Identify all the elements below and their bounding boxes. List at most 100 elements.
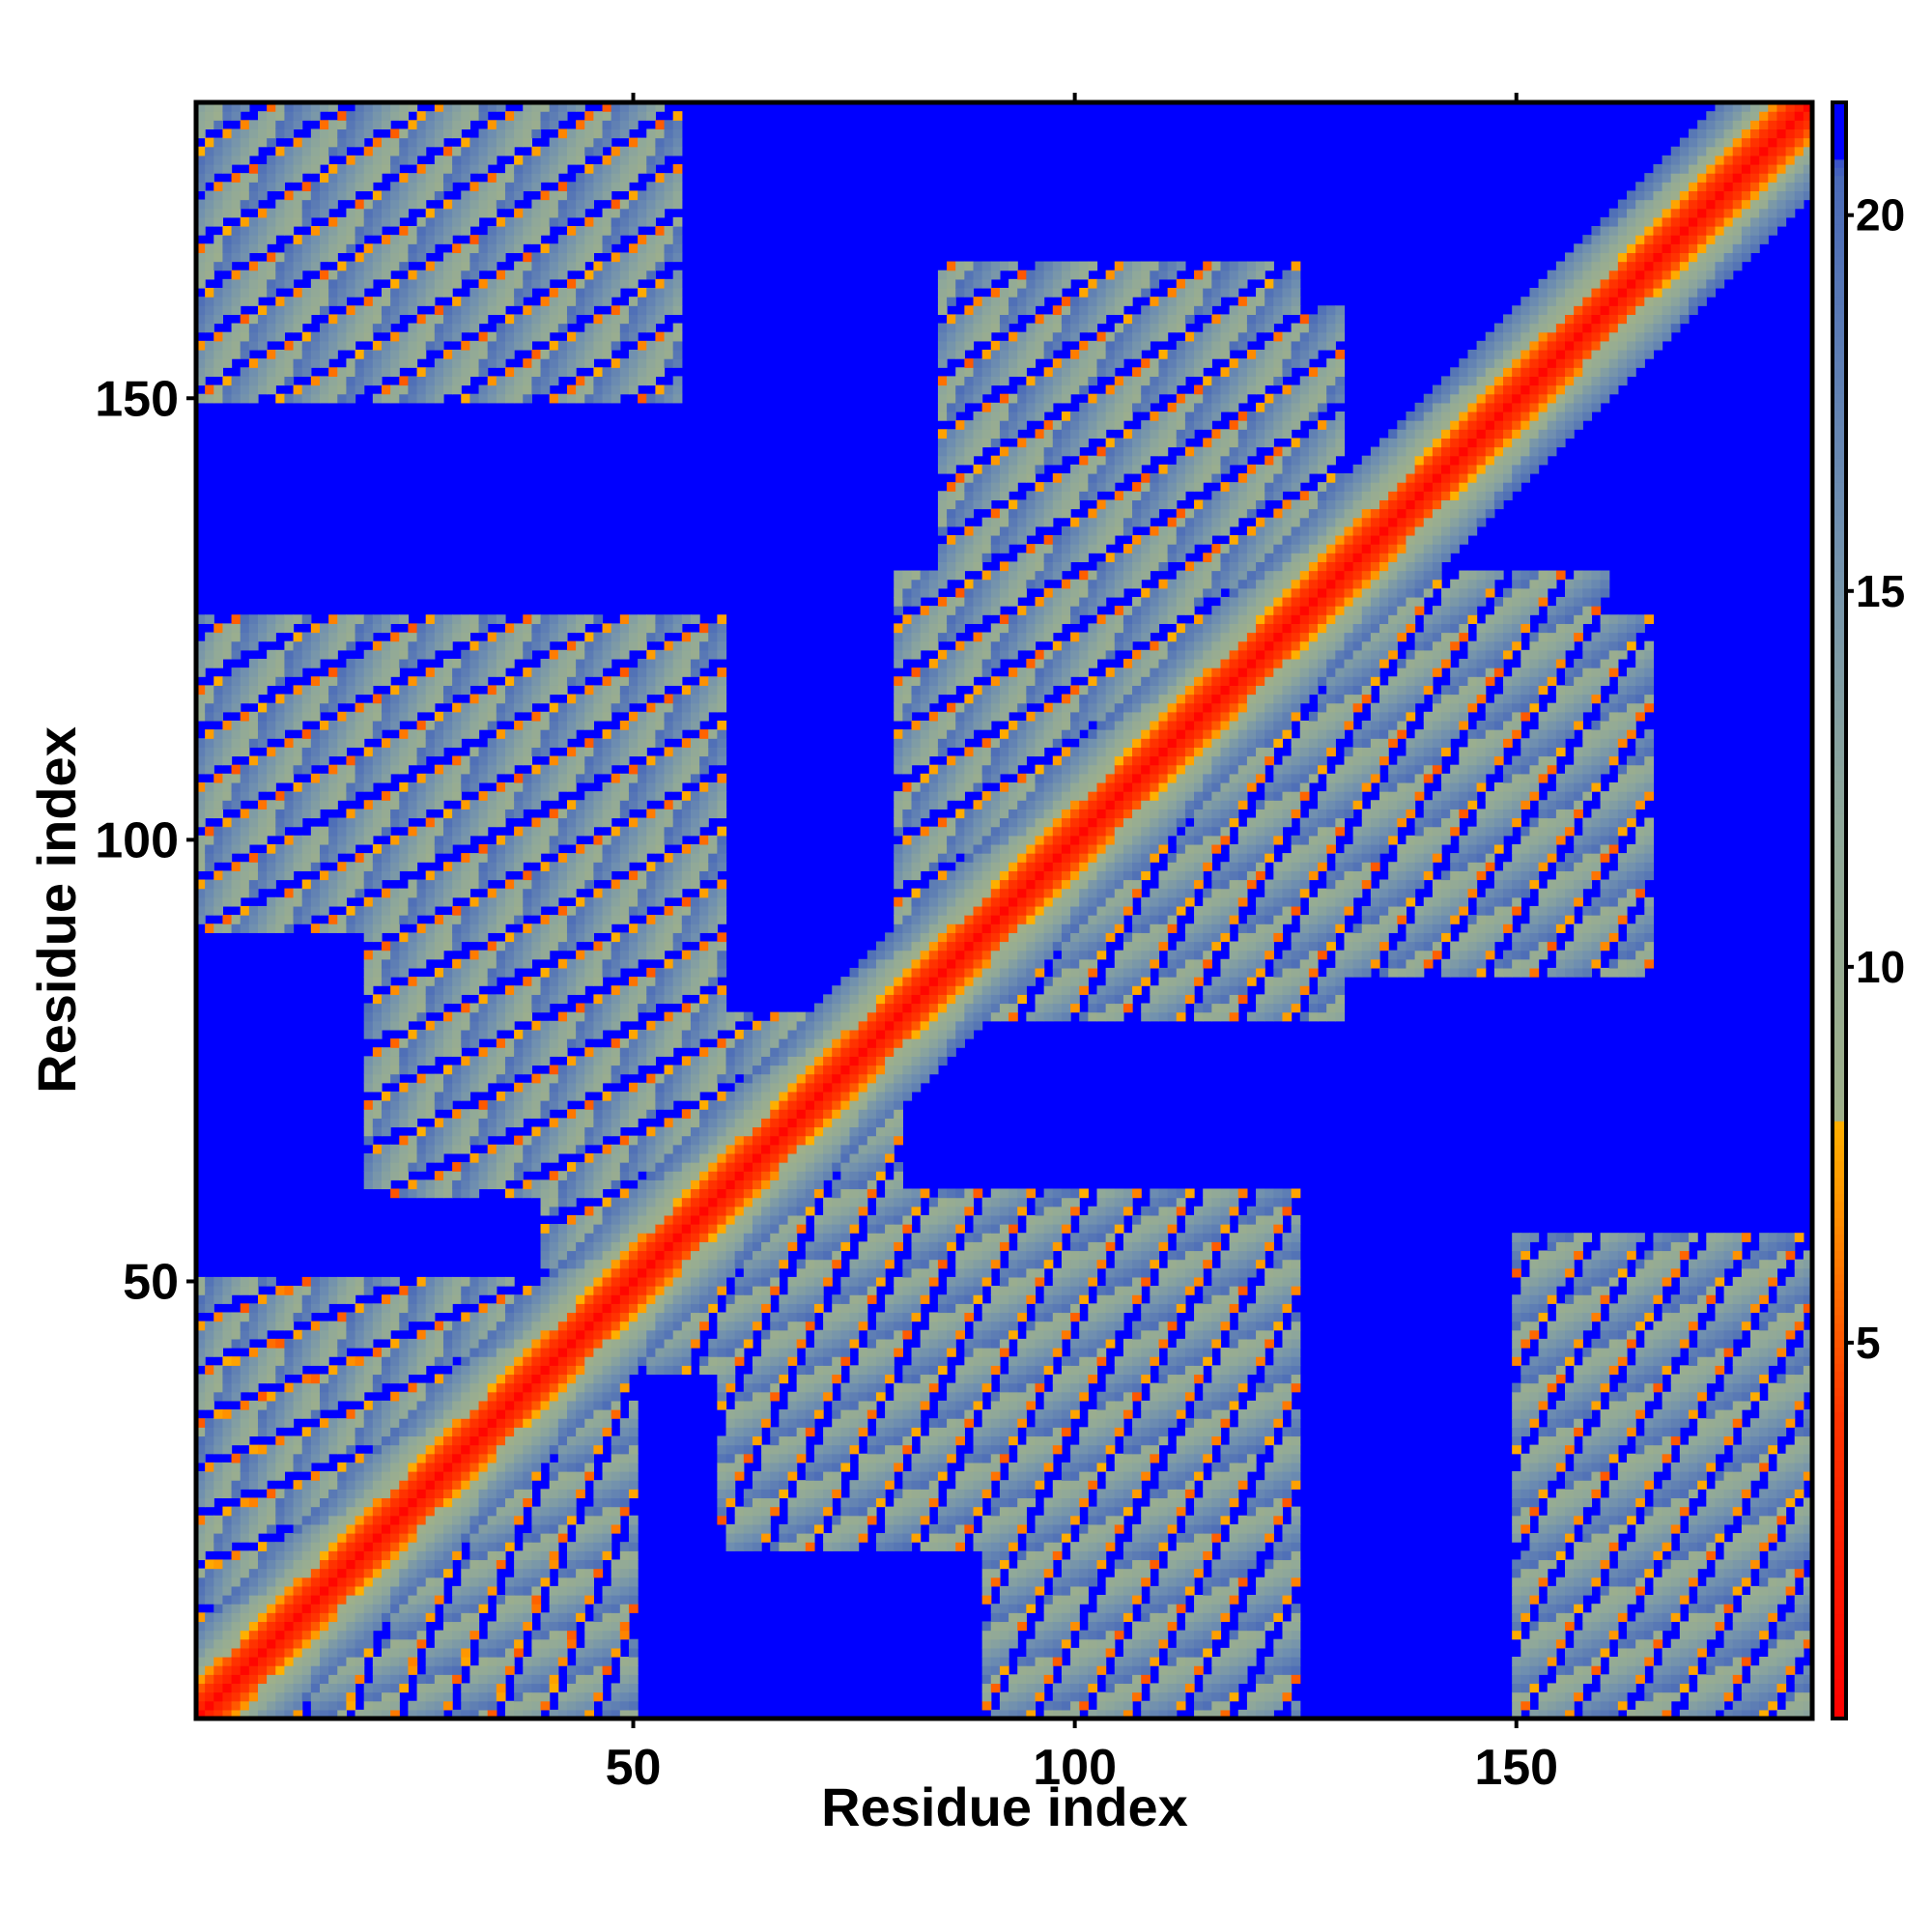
heatmap-cell bbox=[248, 1647, 259, 1658]
heatmap-cell bbox=[540, 199, 551, 210]
heatmap-cell bbox=[319, 1700, 329, 1711]
heatmap-cell bbox=[346, 1604, 356, 1613]
heatmap-cell bbox=[416, 163, 427, 174]
heatmap-cell bbox=[496, 349, 506, 359]
heatmap-cell bbox=[363, 1595, 374, 1605]
heatmap-cell bbox=[257, 261, 268, 271]
heatmap-cell bbox=[576, 773, 585, 783]
heatmap-cell bbox=[319, 1612, 329, 1623]
heatmap-cell bbox=[478, 1118, 489, 1128]
heatmap-cell bbox=[222, 1462, 233, 1472]
heatmap-cell bbox=[267, 216, 276, 227]
heatmap-cell bbox=[531, 632, 542, 642]
heatmap-cell bbox=[328, 137, 338, 148]
heatmap-cell bbox=[240, 1709, 250, 1719]
heatmap-cell bbox=[310, 137, 321, 148]
heatmap-cell bbox=[231, 1409, 242, 1419]
heatmap-cell bbox=[196, 853, 206, 863]
heatmap-cell bbox=[523, 1329, 532, 1340]
heatmap-cell bbox=[452, 1647, 462, 1658]
heatmap-cell bbox=[319, 137, 329, 148]
heatmap-cell bbox=[549, 1497, 559, 1508]
heatmap-cell bbox=[222, 252, 233, 263]
heatmap-cell bbox=[514, 1427, 524, 1437]
heatmap-cell bbox=[442, 1374, 453, 1384]
heatmap-cell bbox=[267, 1604, 276, 1613]
heatmap-cell bbox=[469, 1312, 480, 1322]
heatmap-cell bbox=[425, 340, 436, 351]
heatmap-cell bbox=[416, 1585, 427, 1596]
heatmap-cell bbox=[390, 1365, 400, 1376]
heatmap-cell bbox=[557, 367, 568, 377]
heatmap-cell bbox=[284, 1612, 295, 1623]
heatmap-cell bbox=[328, 1382, 338, 1393]
heatmap-cell bbox=[222, 1418, 233, 1428]
heatmap-cell bbox=[496, 1515, 506, 1525]
heatmap-cell bbox=[337, 1286, 348, 1295]
heatmap-cell bbox=[240, 1638, 250, 1649]
heatmap-cell bbox=[399, 1542, 410, 1551]
heatmap-cell bbox=[346, 120, 356, 130]
heatmap-cell bbox=[576, 1171, 585, 1180]
heatmap-cell bbox=[196, 111, 206, 121]
heatmap-cell bbox=[372, 862, 383, 871]
heatmap-cell bbox=[496, 958, 506, 969]
heatmap-cell bbox=[478, 1515, 489, 1525]
heatmap-cell bbox=[205, 640, 214, 651]
heatmap-cell bbox=[434, 1533, 444, 1543]
heatmap-cell bbox=[390, 941, 400, 952]
heatmap-cell bbox=[213, 773, 224, 783]
heatmap-cell bbox=[523, 1179, 532, 1190]
heatmap-cell bbox=[425, 632, 436, 642]
heatmap-cell bbox=[557, 1515, 568, 1525]
heatmap-cell bbox=[452, 1621, 462, 1632]
heatmap-cell bbox=[267, 384, 276, 395]
heatmap-cell bbox=[452, 111, 462, 121]
heatmap-cell bbox=[416, 676, 427, 686]
heatmap-cell bbox=[425, 614, 436, 624]
heatmap-cell bbox=[496, 1665, 506, 1675]
heatmap-cell bbox=[284, 862, 295, 871]
heatmap-cell bbox=[346, 888, 356, 898]
heatmap-cell bbox=[372, 870, 383, 881]
heatmap-cell bbox=[337, 817, 348, 828]
heatmap-cell bbox=[390, 1435, 400, 1446]
heatmap-cell bbox=[442, 349, 453, 359]
heatmap-cell bbox=[390, 1462, 400, 1472]
heatmap-cell bbox=[355, 1515, 365, 1525]
heatmap-cell bbox=[523, 729, 532, 739]
heatmap-cell bbox=[257, 1657, 268, 1666]
heatmap-cell bbox=[346, 155, 356, 165]
heatmap-cell bbox=[231, 208, 242, 218]
heatmap-cell bbox=[310, 1709, 321, 1719]
heatmap-cell bbox=[549, 711, 559, 722]
heatmap-cell bbox=[240, 384, 250, 395]
heatmap-cell bbox=[284, 1348, 295, 1357]
heatmap-cell bbox=[310, 1674, 321, 1685]
heatmap-cell bbox=[549, 1276, 559, 1287]
heatmap-cell bbox=[310, 199, 321, 210]
heatmap-cell bbox=[337, 1312, 348, 1322]
heatmap-cell bbox=[205, 1489, 214, 1499]
heatmap-cell bbox=[284, 1391, 295, 1402]
heatmap-cell bbox=[557, 888, 568, 898]
heatmap-cell bbox=[549, 1188, 559, 1199]
heatmap-cell bbox=[267, 1312, 276, 1322]
heatmap-cell bbox=[452, 702, 462, 713]
heatmap-cell bbox=[284, 155, 295, 165]
heatmap-cell bbox=[293, 190, 303, 201]
heatmap-cell bbox=[293, 137, 303, 148]
heatmap-cell bbox=[408, 331, 418, 342]
heatmap-cell bbox=[267, 632, 276, 642]
heatmap-cell bbox=[381, 923, 391, 933]
heatmap-cell bbox=[284, 791, 295, 801]
heatmap-cell bbox=[337, 896, 348, 907]
heatmap-cell bbox=[319, 1321, 329, 1331]
heatmap-cell bbox=[452, 323, 462, 333]
heatmap-cell bbox=[372, 702, 383, 713]
heatmap-cell bbox=[257, 1691, 268, 1702]
heatmap-cell bbox=[399, 1312, 410, 1322]
heatmap-cell bbox=[487, 1400, 497, 1410]
heatmap-cell bbox=[487, 668, 497, 677]
heatmap-cell bbox=[301, 367, 312, 377]
